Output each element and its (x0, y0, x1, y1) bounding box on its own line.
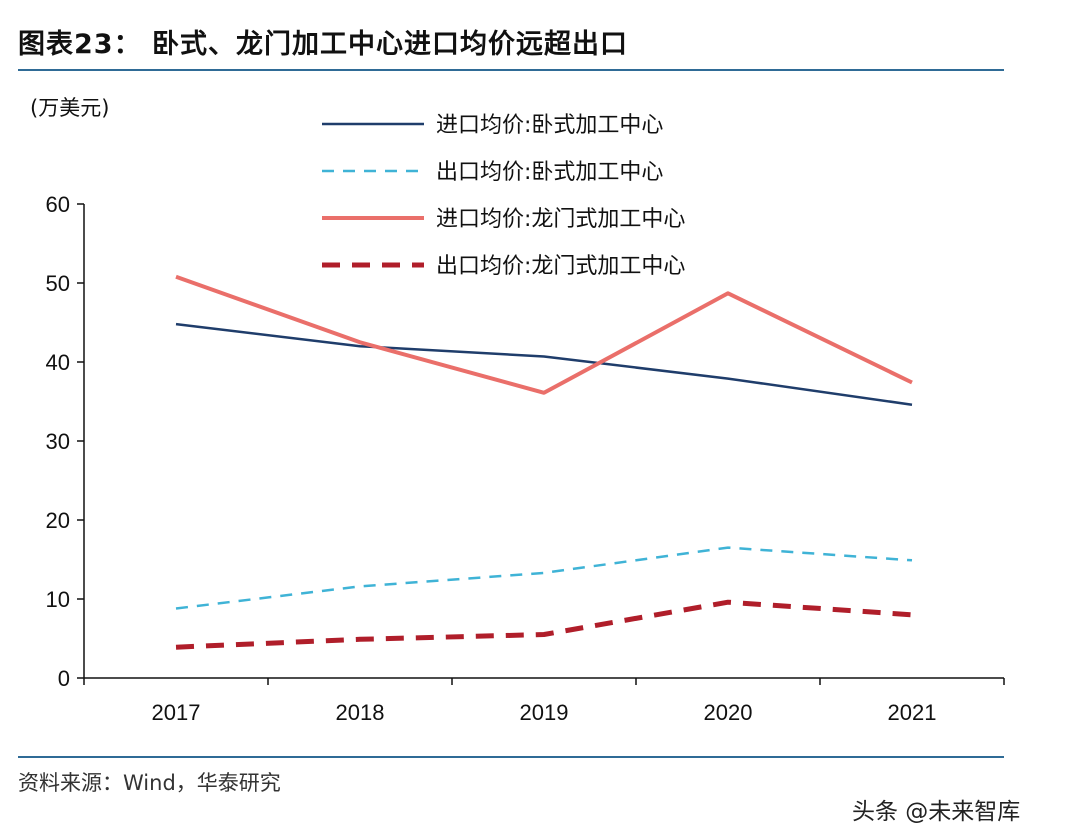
y-tick-label: 40 (46, 350, 70, 375)
footer-rule (18, 756, 1004, 758)
y-tick-label: 10 (46, 587, 70, 612)
y-tick-label: 0 (58, 666, 70, 691)
legend-label: 出口均价:卧式加工中心 (436, 160, 663, 185)
y-tick-label: 30 (46, 429, 70, 454)
y-tick-label: 50 (46, 271, 70, 296)
x-tick-label: 2017 (152, 700, 201, 725)
chart-title: 图表23： 卧式、龙门加工中心进口均价远超出口 (18, 29, 628, 60)
source-note: 资料来源：Wind，华泰研究 (18, 771, 281, 795)
y-axis-unit: (万美元) (30, 96, 110, 120)
series-line-2 (175, 546, 913, 610)
y-tick-label: 20 (46, 508, 70, 533)
x-tick-label: 2019 (520, 700, 569, 725)
series-line-1 (175, 322, 913, 406)
series-line-3 (175, 274, 913, 395)
series-line-4 (175, 599, 913, 650)
header-rule (18, 69, 1004, 71)
x-tick-label: 2018 (336, 700, 385, 725)
legend-label: 出口均价:龙门式加工中心 (436, 254, 685, 279)
x-tick-label: 2021 (888, 700, 937, 725)
legend-label: 进口均价:龙门式加工中心 (436, 207, 685, 232)
watermark-text: 头条 @未来智库 (852, 799, 1021, 825)
y-tick-label: 60 (46, 192, 70, 217)
line-chart: 0 10 20 30 40 50 60 2017 2018 2019 2020 2021 进口均价:卧… (46, 113, 1005, 725)
legend-label: 进口均价:卧式加工中心 (436, 113, 663, 138)
x-tick-label: 2020 (704, 700, 753, 725)
